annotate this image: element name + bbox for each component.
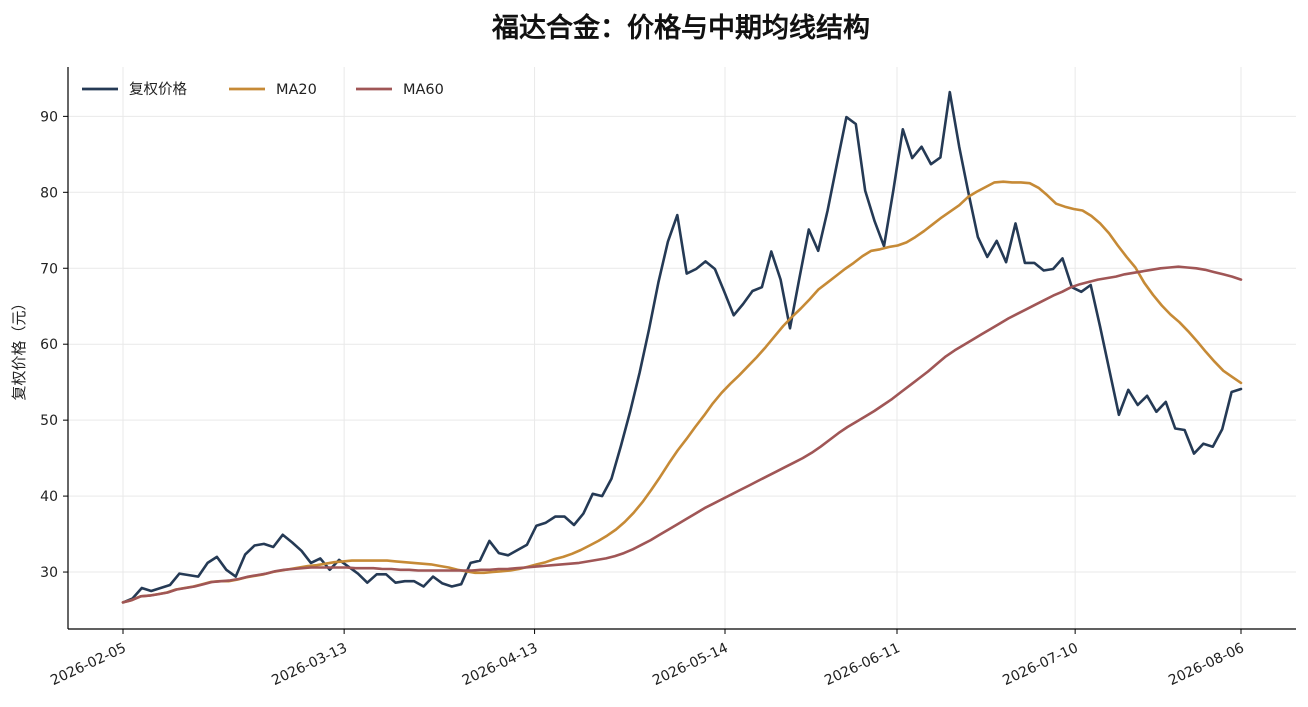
x-tick-label: 2026-05-14 [650,640,731,689]
legend: 复权价格 MA20 MA60 [82,80,444,98]
axes [67,67,1296,630]
x-axis-ticks: 2026-02-05 2026-03-13 2026-04-13 2026-05-14… [48,629,1247,689]
y-tick-label: 60 [40,337,58,353]
x-tick-label: 2026-03-13 [269,640,350,689]
series-line [121,90,1243,604]
chart-title: 福达合金：价格与中期均线结构 [491,12,870,44]
y-tick-label: 40 [40,489,58,505]
legend-label: MA20 [276,82,317,98]
series-line [121,180,1243,604]
y-axis-ticks: 30 40 50 60 70 80 90 [40,109,68,581]
y-tick-label: 90 [40,109,58,125]
legend-label: 复权价格 [129,80,187,98]
grid-lines [68,67,1296,629]
legend-label: MA60 [403,82,444,98]
y-tick-label: 30 [40,565,58,581]
y-tick-label: 50 [40,413,58,429]
y-tick-label: 80 [40,185,58,201]
x-tick-label: 2026-08-06 [1166,640,1247,689]
series-lines [121,90,1243,604]
series-line [121,265,1243,604]
x-tick-label: 2026-07-10 [1000,640,1081,689]
y-axis-label: 复权价格（元） [10,295,28,400]
x-tick-label: 2026-06-11 [822,640,903,689]
x-tick-label: 2026-02-05 [48,640,129,689]
y-tick-label: 70 [40,261,58,277]
x-tick-label: 2026-04-13 [460,640,541,689]
